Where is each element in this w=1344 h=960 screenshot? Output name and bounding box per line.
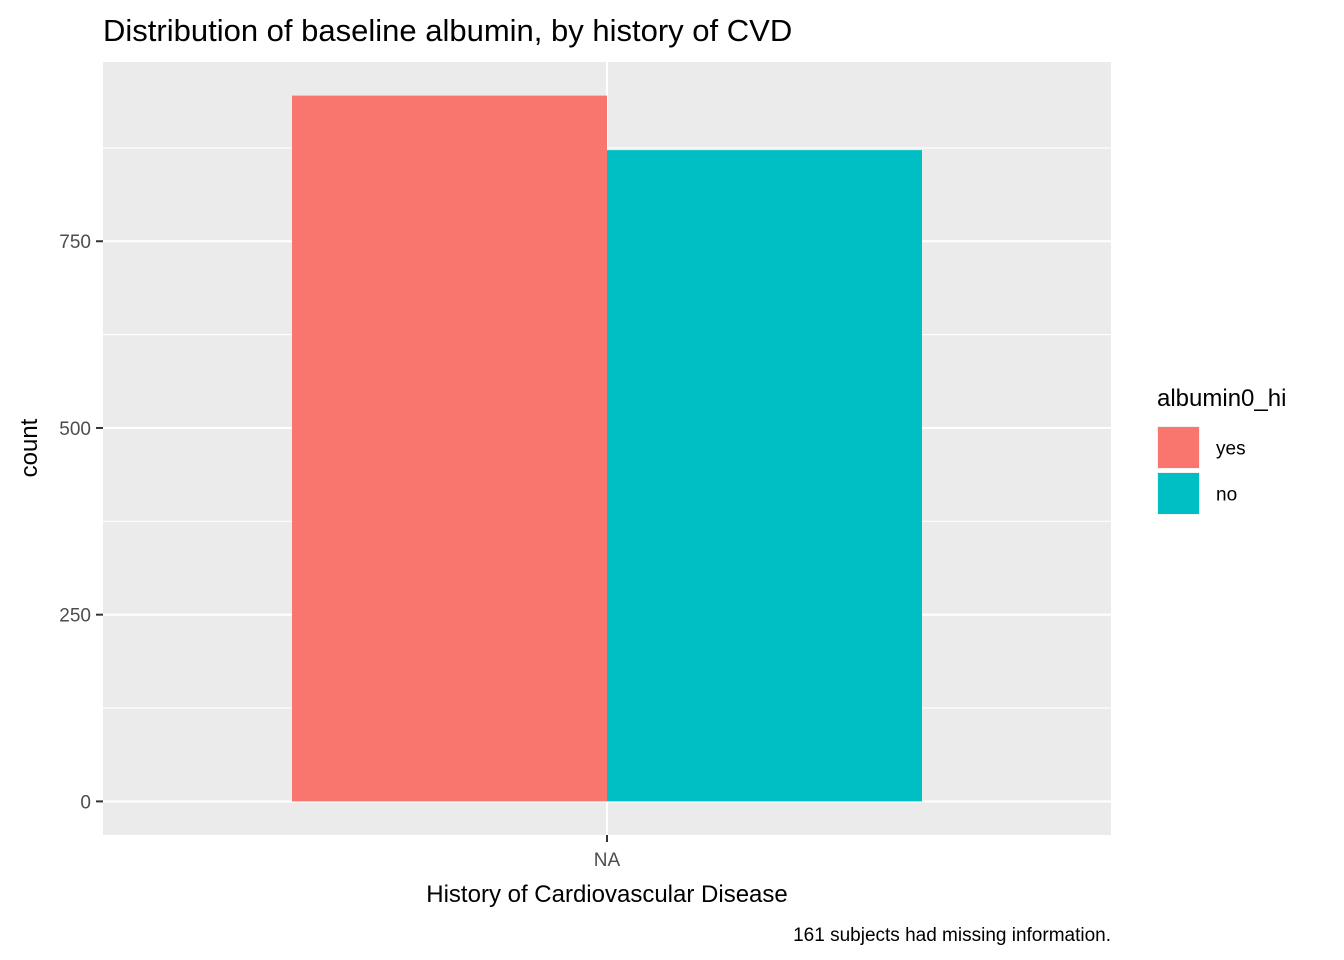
caption: 161 subjects had missing information. <box>793 925 1111 946</box>
bar-no <box>607 150 922 802</box>
legend: albumin0_hi yes no <box>1157 385 1286 515</box>
chart-title: Distribution of baseline albumin, by his… <box>103 13 792 48</box>
legend-key-yes <box>1158 427 1199 468</box>
y-tick-label: 0 <box>80 792 91 813</box>
y-tick-label: 750 <box>59 232 91 253</box>
legend-title: albumin0_hi <box>1157 385 1286 412</box>
legend-label-yes: yes <box>1216 439 1246 460</box>
y-axis: 0 250 500 750 <box>59 232 103 813</box>
x-axis: NA <box>594 835 621 871</box>
legend-items: yes no <box>1157 426 1246 515</box>
legend-label-no: no <box>1216 485 1237 506</box>
x-tick-label: NA <box>594 850 621 871</box>
y-tick-label: 500 <box>59 419 91 440</box>
legend-key-no <box>1158 473 1199 514</box>
bar-yes <box>292 95 607 802</box>
x-axis-title: History of Cardiovascular Disease <box>426 881 787 908</box>
bars <box>292 95 922 802</box>
y-tick-label: 250 <box>59 606 91 627</box>
y-axis-title: count <box>16 418 43 477</box>
